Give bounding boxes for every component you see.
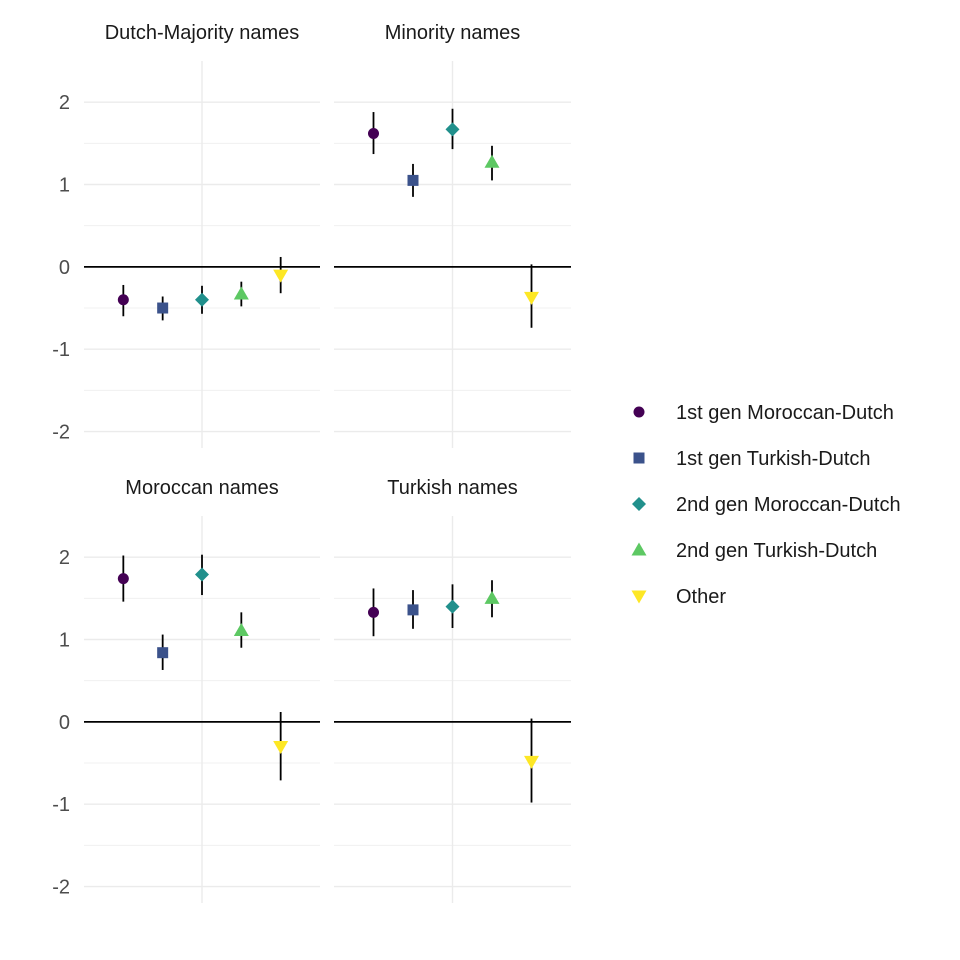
data-point <box>273 741 289 755</box>
legend-label: 2nd gen Turkish-Dutch <box>676 540 877 562</box>
y-tick-label: -2 <box>52 422 70 444</box>
legend-item: 1st gen Turkish-Dutch <box>633 448 871 470</box>
data-point <box>195 292 209 307</box>
data-point <box>233 622 249 636</box>
y-tick-label: 1 <box>59 630 70 652</box>
data-point <box>484 154 500 168</box>
y-tick-label: 0 <box>59 257 70 279</box>
data-point <box>233 286 249 300</box>
data-point <box>195 567 209 582</box>
facet-panel: Turkish names <box>334 477 571 903</box>
y-tick-label: 2 <box>59 92 70 114</box>
data-point <box>117 573 129 585</box>
data-point <box>368 127 379 139</box>
legend-label: Other <box>676 586 726 608</box>
legend-key <box>632 497 646 511</box>
legend-key <box>633 406 645 418</box>
facet-title: Turkish names <box>387 477 517 499</box>
data-point <box>273 269 289 283</box>
y-tick-label: 0 <box>59 712 70 734</box>
y-tick-label: 2 <box>59 547 70 569</box>
legend-item: 2nd gen Turkish-Dutch <box>631 540 877 562</box>
legend-item: 2nd gen Moroccan-Dutch <box>632 494 901 516</box>
data-point <box>407 174 419 186</box>
facet-panel: Moroccan names -2 -1 0 1 2 <box>52 477 320 903</box>
facet-title: Moroccan names <box>125 477 278 499</box>
legend-label: 1st gen Turkish-Dutch <box>676 448 871 470</box>
data-point <box>157 647 169 659</box>
facet-panel: Dutch-Majority names -2 -1 0 1 2 <box>52 22 320 448</box>
facet-title: Dutch-Majority names <box>105 22 300 44</box>
data-point <box>117 294 129 306</box>
y-tick-label: -2 <box>52 877 70 899</box>
legend: 1st gen Moroccan-Dutch 1st gen Turkish-Du… <box>631 402 901 608</box>
data-point <box>524 291 539 305</box>
legend-label: 2nd gen Moroccan-Dutch <box>676 494 901 516</box>
data-point <box>407 604 419 616</box>
legend-item: Other <box>631 586 726 608</box>
legend-key <box>631 590 647 604</box>
data-point <box>157 302 169 314</box>
y-tick-label: -1 <box>52 794 70 816</box>
data-point <box>484 590 500 604</box>
data-point <box>368 606 379 618</box>
facet-title: Minority names <box>385 22 521 44</box>
y-tick-label: 1 <box>59 175 70 197</box>
legend-item: 1st gen Moroccan-Dutch <box>633 402 894 424</box>
legend-key <box>633 452 645 464</box>
data-point <box>524 755 539 769</box>
y-tick-label: -1 <box>52 339 70 361</box>
data-point <box>445 599 460 614</box>
legend-label: 1st gen Moroccan-Dutch <box>676 402 894 424</box>
data-point <box>445 122 460 137</box>
legend-key <box>631 542 647 556</box>
facet-panel: Minority names <box>334 22 571 448</box>
